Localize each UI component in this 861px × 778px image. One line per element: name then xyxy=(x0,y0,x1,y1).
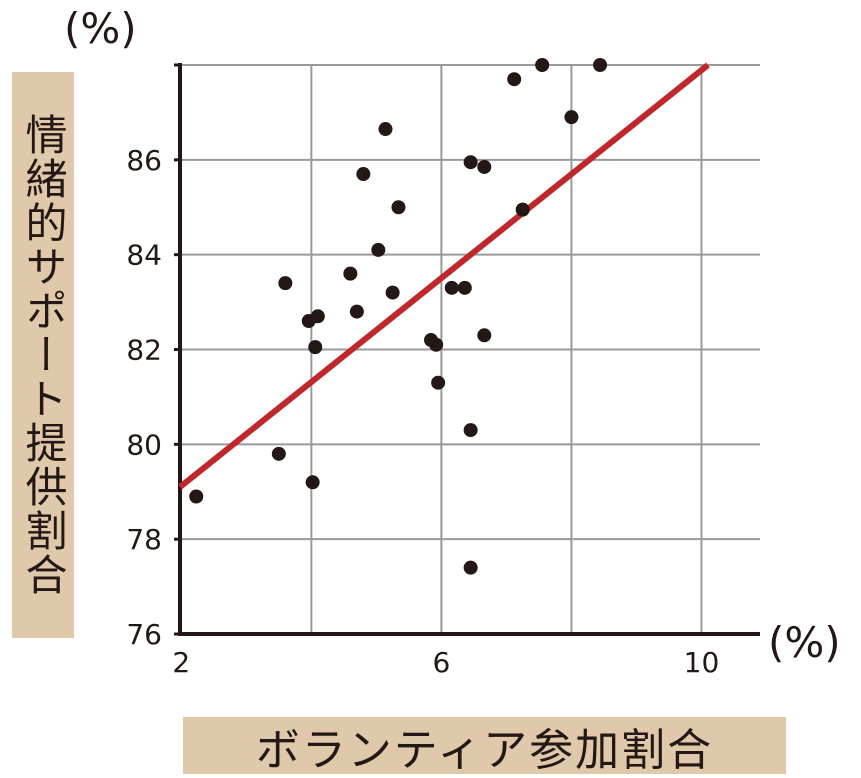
data-point xyxy=(457,280,472,295)
data-point xyxy=(507,72,522,87)
data-point xyxy=(371,242,386,257)
tick-labels: 76 78 80 82 84 86 2 6 10 xyxy=(126,144,719,679)
data-point xyxy=(378,122,393,137)
data-point xyxy=(356,167,371,182)
y-tick-label: 82 xyxy=(126,334,162,367)
data-point xyxy=(305,475,320,490)
points-group xyxy=(189,58,608,575)
y-tick-label: 80 xyxy=(126,428,162,461)
data-point xyxy=(463,155,478,170)
y-tick-label: 84 xyxy=(126,239,162,272)
data-point xyxy=(278,276,293,291)
data-point xyxy=(593,58,608,72)
y-tick-label: 86 xyxy=(126,144,162,177)
x-tick-label: 6 xyxy=(432,646,450,679)
data-point xyxy=(349,304,364,319)
x-tick-label: 2 xyxy=(172,646,190,679)
data-point xyxy=(271,446,286,461)
x-axis-label: ボランティア参加割合 xyxy=(255,724,714,776)
data-point xyxy=(391,200,406,215)
data-point xyxy=(463,560,478,575)
grid xyxy=(180,64,760,634)
x-tick-label: 10 xyxy=(684,646,720,679)
data-point xyxy=(429,337,444,352)
data-point xyxy=(444,280,459,295)
x-axis-label-box: ボランティア参加割合 xyxy=(183,717,786,776)
y-axis-unit: (%) xyxy=(64,4,137,53)
y-tick-label: 78 xyxy=(126,523,162,556)
data-point xyxy=(463,423,478,438)
data-point xyxy=(308,340,323,355)
trendline-group xyxy=(178,62,710,490)
data-point xyxy=(564,110,579,125)
y-tick-label: 76 xyxy=(126,618,162,651)
data-point xyxy=(535,58,550,72)
data-point xyxy=(477,159,492,174)
data-point xyxy=(343,266,358,281)
y-axis-label: 情緒的サポート提供割合 xyxy=(19,113,68,597)
data-point xyxy=(431,375,446,390)
x-axis-unit: (%) xyxy=(768,618,841,667)
y-axis-label-box: 情緒的サポート提供割合 xyxy=(12,72,74,638)
data-point xyxy=(310,309,325,324)
data-point xyxy=(385,285,400,300)
data-point xyxy=(477,328,492,343)
trendline xyxy=(178,62,710,490)
data-point xyxy=(515,202,530,217)
data-point xyxy=(189,489,204,504)
axes xyxy=(174,63,760,636)
